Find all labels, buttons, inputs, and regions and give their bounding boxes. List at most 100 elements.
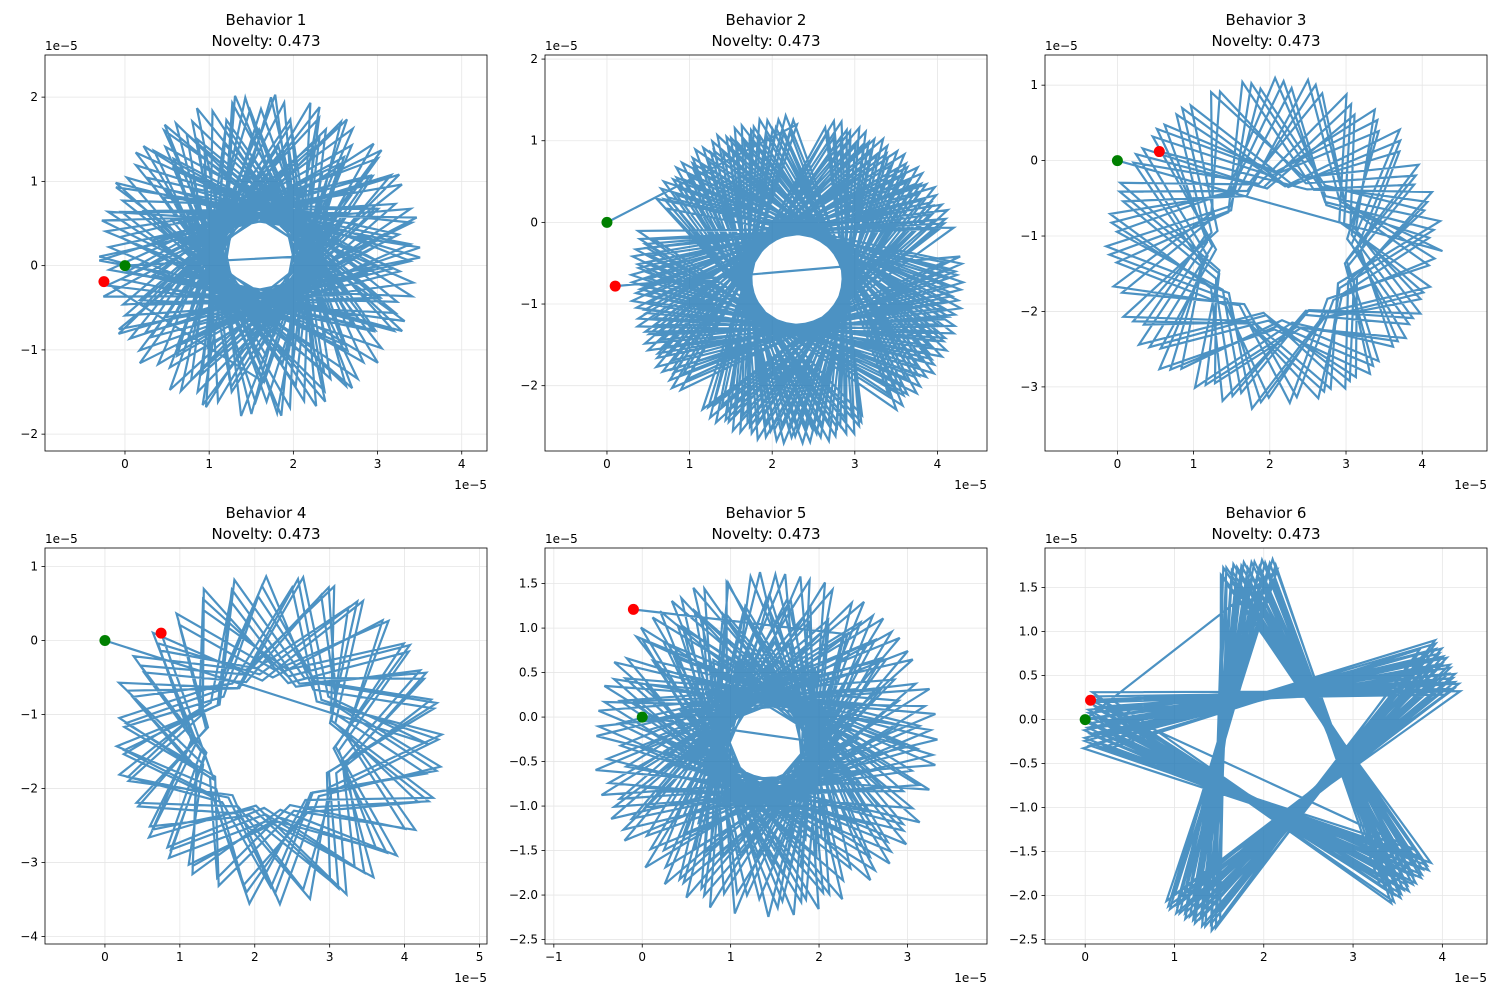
subplot-title: Behavior 1 (226, 11, 307, 29)
y-tick-label: −3 (20, 856, 38, 870)
x-tick-label: 0 (638, 950, 646, 964)
x-offset-label: 1e−5 (954, 971, 987, 985)
y-tick-label: 1.0 (1019, 625, 1038, 639)
trajectory-line (104, 573, 446, 908)
y-tick-label: 2 (530, 52, 538, 66)
y-tick-label: 1 (30, 174, 38, 188)
axes-frame (1044, 547, 1488, 945)
subplot-subtitle: Novelty: 0.473 (711, 525, 820, 543)
trajectory-line (1102, 75, 1444, 412)
x-tick-label: 3 (374, 457, 382, 471)
subplot-subtitle: Novelty: 0.473 (211, 32, 320, 50)
y-tick-label: −1 (20, 343, 38, 357)
end-point-marker (1153, 146, 1165, 158)
x-offset-label: 1e−5 (454, 971, 487, 985)
start-point-marker (636, 711, 648, 723)
y-tick-label: −2 (20, 782, 38, 796)
x-offset-label: 1e−5 (1454, 478, 1487, 492)
y-offset-label: 1e−5 (45, 39, 78, 53)
subplot-behavior-4: 0 1 2 3 4 5 −4 −3 −2 −1 0 1 1e−5 1e−5 Behavior 4 Novelt… (20, 504, 488, 985)
x-tick-label: 4 (458, 457, 466, 471)
trajectory-line (98, 93, 421, 418)
y-tick-label: 0.5 (1019, 669, 1038, 683)
subplot-title: Behavior 3 (1226, 11, 1307, 29)
start-point-marker (601, 216, 613, 228)
x-tick-label: 3 (851, 457, 859, 471)
y-tick-label: −2 (20, 427, 38, 441)
x-tick-label: 2 (768, 457, 776, 471)
y-offset-label: 1e−5 (1045, 532, 1078, 546)
x-tick-label: 3 (1349, 950, 1357, 964)
start-point-marker (119, 260, 131, 272)
y-tick-label: −1.5 (1009, 845, 1038, 859)
subplot-subtitle: Novelty: 0.473 (1211, 525, 1320, 543)
y-tick-label: −2 (1020, 304, 1038, 318)
subplot-title: Behavior 6 (1226, 504, 1307, 522)
axes-frame (544, 547, 988, 945)
y-tick-label: 1.5 (519, 577, 538, 591)
x-tick-label: 4 (1418, 457, 1426, 471)
subplot-behavior-2: 0 1 2 3 4 −2 −1 0 1 2 1e−5 1e−5 Behavior 2 Novelty: 0… (520, 11, 988, 492)
x-tick-label: 4 (934, 457, 942, 471)
y-tick-label: −2.5 (509, 933, 538, 947)
y-tick-label: 2 (30, 90, 38, 104)
subplot-title: Behavior 4 (226, 504, 307, 522)
x-tick-label: 4 (401, 950, 409, 964)
y-tick-label: −1.5 (509, 844, 538, 858)
y-tick-label: −1 (1020, 229, 1038, 243)
x-tick-label: 1 (1171, 950, 1179, 964)
y-tick-label: −2.0 (509, 888, 538, 902)
subplot-subtitle: Novelty: 0.473 (211, 525, 320, 543)
subplot-behavior-3: 0 1 2 3 4 −3 −2 −1 0 1 1e−5 1e−5 Behavior 3 Novelty: … (1020, 11, 1488, 492)
subplot-behavior-5: −1 0 1 2 3 −2.5 −2.0 −1.5 −1.0 −0.5 0.0 0.5 1.0 1.5 1e… (509, 504, 988, 985)
y-tick-label: −0.5 (509, 755, 538, 769)
x-tick-label: 2 (290, 457, 298, 471)
x-tick-label: 3 (904, 950, 912, 964)
x-tick-label: 0 (101, 950, 109, 964)
y-tick-label: −1.0 (1009, 801, 1038, 815)
subplot-behavior-6: 0 1 2 3 4 −2.5 −2.0 −1.5 −1.0 −0.5 0.0 0.5 1.0 1.5 1e−… (1009, 504, 1488, 985)
x-tick-label: 1 (205, 457, 213, 471)
y-tick-label: 0 (530, 215, 538, 229)
x-tick-label: 2 (1266, 457, 1274, 471)
x-tick-label: 2 (251, 950, 259, 964)
y-tick-label: 1 (1030, 78, 1038, 92)
y-tick-label: 0.0 (519, 710, 538, 724)
axes-frame (544, 54, 988, 452)
y-tick-label: −1 (520, 297, 538, 311)
y-offset-label: 1e−5 (1045, 39, 1078, 53)
x-offset-label: 1e−5 (954, 478, 987, 492)
end-point-marker (1085, 694, 1097, 706)
y-tick-label: 1 (530, 134, 538, 148)
x-tick-label: 0 (121, 457, 129, 471)
x-tick-label: 2 (1260, 950, 1268, 964)
end-point-marker (98, 276, 110, 288)
x-offset-label: 1e−5 (454, 478, 487, 492)
x-tick-label: 3 (1342, 457, 1350, 471)
x-tick-label: 1 (686, 457, 694, 471)
subplot-behavior-1: 0 1 2 3 4 −2 −1 0 1 2 1e−5 1e−5 Behavior 1 Novelty: 0… (20, 11, 488, 492)
trajectory-line (606, 111, 967, 447)
y-tick-label: −4 (20, 930, 38, 944)
start-point-marker (1111, 155, 1123, 167)
subplot-title: Behavior 5 (726, 504, 807, 522)
y-tick-label: −3 (1020, 380, 1038, 394)
x-tick-label: 3 (326, 950, 334, 964)
y-tick-label: 1.0 (519, 621, 538, 635)
y-offset-label: 1e−5 (45, 532, 78, 546)
y-offset-label: 1e−5 (545, 39, 578, 53)
y-tick-label: −2 (520, 379, 538, 393)
x-tick-label: 1 (727, 950, 735, 964)
end-point-marker (155, 627, 167, 639)
end-point-marker (609, 280, 621, 292)
x-tick-label: 1 (1190, 457, 1198, 471)
subplot-title: Behavior 2 (726, 11, 807, 29)
y-tick-label: −1.0 (509, 799, 538, 813)
y-tick-label: −2.5 (1009, 933, 1038, 947)
x-tick-label: −1 (545, 950, 563, 964)
x-tick-label: 0 (603, 457, 611, 471)
y-offset-label: 1e−5 (545, 532, 578, 546)
y-tick-label: 0.0 (1019, 713, 1038, 727)
x-tick-label: 0 (1114, 457, 1122, 471)
